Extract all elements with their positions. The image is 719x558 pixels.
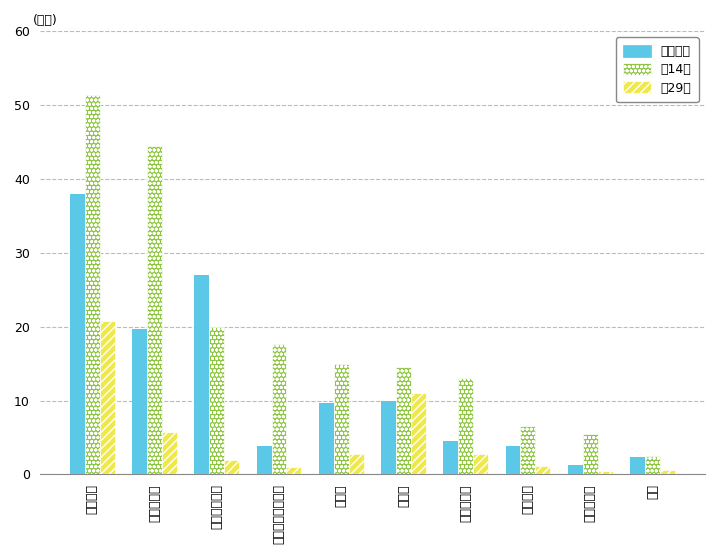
- Bar: [349, 454, 364, 474]
- Bar: [319, 403, 334, 474]
- Bar: [521, 426, 536, 474]
- Bar: [411, 393, 426, 474]
- Bar: [224, 460, 239, 474]
- Bar: [194, 275, 209, 474]
- Bar: [162, 432, 177, 474]
- Bar: [473, 454, 488, 474]
- Legend: 平成元年, 　14年, 　29年: 平成元年, 14年, 29年: [615, 37, 699, 102]
- Bar: [85, 95, 100, 474]
- Bar: [334, 364, 349, 474]
- Bar: [209, 326, 224, 474]
- Bar: [660, 470, 675, 474]
- Text: (万件): (万件): [33, 14, 58, 27]
- Bar: [536, 466, 550, 474]
- Bar: [597, 471, 613, 474]
- Bar: [257, 446, 272, 474]
- Bar: [100, 321, 114, 474]
- Bar: [147, 146, 162, 474]
- Bar: [645, 456, 660, 474]
- Bar: [582, 434, 597, 474]
- Bar: [396, 367, 411, 474]
- Bar: [444, 441, 458, 474]
- Bar: [272, 344, 286, 474]
- Bar: [381, 401, 396, 474]
- Bar: [568, 465, 582, 474]
- Bar: [286, 467, 301, 474]
- Bar: [70, 194, 85, 474]
- Bar: [630, 458, 645, 474]
- Bar: [132, 329, 147, 474]
- Bar: [505, 446, 521, 474]
- Bar: [458, 378, 473, 474]
